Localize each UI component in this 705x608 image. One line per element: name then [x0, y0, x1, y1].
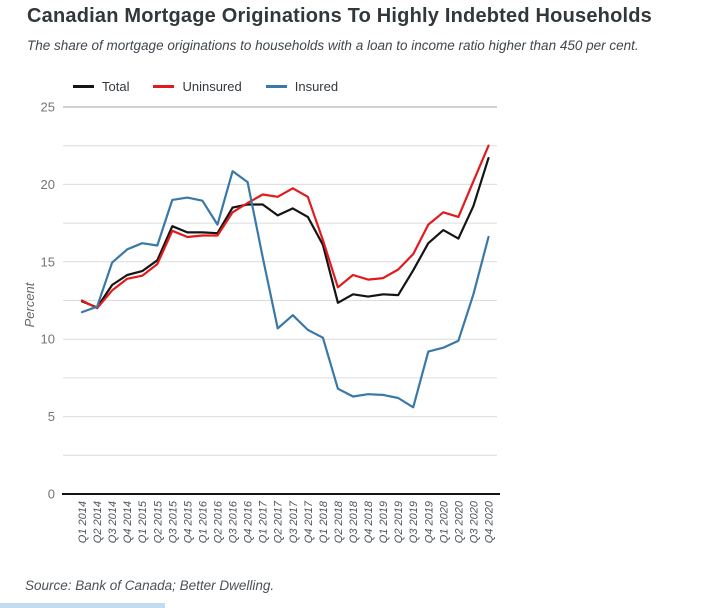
- legend-swatch-total: [73, 85, 94, 88]
- x-tick-label: Q3 2020: [468, 500, 480, 543]
- source-text: Source: Bank of Canada; Better Dwelling.: [25, 578, 275, 593]
- legend-label-insured: Insured: [294, 79, 339, 94]
- x-tick-label: Q4 2018: [363, 500, 375, 543]
- legend-item-uninsured: Uninsured: [153, 79, 242, 94]
- x-tick-label: Q2 2016: [213, 500, 225, 543]
- x-tick-label: Q4 2016: [243, 500, 255, 543]
- legend-label-total: Total: [102, 79, 130, 94]
- legend-label-uninsured: Uninsured: [182, 79, 242, 94]
- x-tick-label: Q2 2015: [152, 500, 164, 543]
- x-tick-label: Q3 2019: [408, 501, 420, 543]
- series-line-uninsured: [80, 144, 490, 310]
- x-tick-label: Q4 2015: [182, 500, 194, 543]
- x-tick-label: Q1 2019: [378, 501, 390, 543]
- x-tick-label: Q3 2018: [348, 500, 360, 543]
- legend-item-total: Total: [73, 79, 129, 94]
- x-tick-label: Q1 2018: [318, 500, 330, 543]
- x-tick-label: Q2 2014: [92, 501, 104, 543]
- x-tick-label: Q1 2020: [438, 500, 450, 543]
- y-tick-label: 15: [41, 254, 55, 269]
- chart-subtitle: The share of mortgage originations to ho…: [27, 38, 639, 53]
- x-tick-label: Q1 2016: [197, 500, 209, 543]
- x-tick-label: Q4 2020: [484, 500, 496, 543]
- x-tick-label: Q1 2014: [77, 501, 89, 543]
- y-tick-label: 20: [41, 177, 55, 192]
- chart-legend: Total Uninsured Insured: [73, 79, 338, 94]
- series-line-insured: [80, 170, 490, 409]
- x-tick-label: Q3 2014: [107, 501, 119, 543]
- y-tick-label: 10: [41, 332, 55, 347]
- chart-title: Canadian Mortgage Originations To Highly…: [27, 5, 652, 27]
- bottom-accent-bar: [0, 603, 165, 608]
- x-tick-label: Q3 2015: [167, 500, 179, 543]
- y-axis-label: Percent: [22, 281, 37, 327]
- y-tick-label: 25: [41, 100, 55, 115]
- x-tick-label: Q4 2019: [423, 501, 435, 543]
- y-tick-label: 5: [48, 409, 55, 424]
- legend-swatch-uninsured: [153, 85, 175, 88]
- x-tick-label: Q2 2018: [333, 500, 345, 543]
- legend-item-insured: Insured: [265, 79, 339, 94]
- x-tick-label: Q3 2017: [288, 500, 300, 543]
- x-tick-label: Q2 2017: [273, 500, 285, 543]
- x-tick-label: Q1 2015: [137, 500, 149, 543]
- x-tick-label: Q3 2016: [228, 500, 240, 543]
- legend-swatch-insured: [265, 85, 287, 88]
- x-tick-label: Q1 2017: [258, 500, 270, 543]
- series-line-total: [80, 156, 490, 309]
- x-tick-label: Q2 2020: [453, 500, 465, 543]
- x-tick-label: Q2 2019: [393, 501, 405, 543]
- x-tick-label: Q4 2014: [122, 501, 134, 543]
- x-tick-label: Q4 2017: [303, 500, 315, 543]
- y-tick-label: 0: [48, 487, 55, 502]
